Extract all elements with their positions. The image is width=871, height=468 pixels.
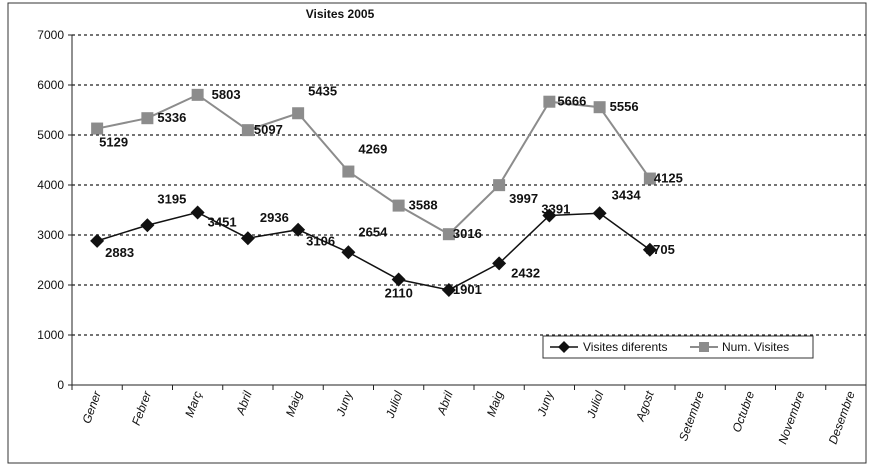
data-point bbox=[90, 233, 105, 248]
data-labels: 2883 3195 3451 2936 3106 2654 2110 1901 2432 3391… bbox=[99, 83, 683, 300]
data-label: 3434 bbox=[612, 187, 642, 202]
legend-label: Num. Visites bbox=[722, 340, 789, 354]
data-label: 2654 bbox=[358, 224, 388, 239]
data-label: 5666 bbox=[557, 94, 586, 109]
data-label: 2432 bbox=[511, 265, 540, 280]
data-label: 2705 bbox=[646, 242, 675, 257]
data-label: 3195 bbox=[157, 191, 186, 206]
y-tick-labels: 0 1000 2000 3000 4000 5000 6000 7000 bbox=[37, 28, 64, 392]
legend: Visites diferents Num. Visites bbox=[542, 335, 814, 359]
data-point bbox=[592, 206, 607, 221]
y-tick-label: 6000 bbox=[37, 78, 64, 92]
data-label: 2110 bbox=[385, 286, 413, 301]
data-point bbox=[342, 165, 355, 178]
data-label: 3106 bbox=[306, 234, 335, 249]
data-point bbox=[191, 88, 204, 101]
data-point bbox=[91, 122, 104, 135]
data-label: 5336 bbox=[157, 110, 186, 125]
data-point bbox=[392, 199, 405, 212]
y-tick-label: 5000 bbox=[37, 128, 64, 142]
data-label: 5556 bbox=[610, 99, 639, 114]
series bbox=[90, 88, 657, 297]
data-point bbox=[391, 272, 406, 287]
data-label: 2883 bbox=[105, 245, 134, 260]
data-label: 5097 bbox=[254, 122, 283, 137]
data-label: 4125 bbox=[654, 171, 683, 186]
legend-label: Visites diferents bbox=[583, 340, 668, 354]
legend-marker bbox=[699, 342, 709, 352]
y-tick-label: 7000 bbox=[37, 28, 64, 42]
data-point bbox=[543, 95, 556, 108]
data-point bbox=[292, 107, 305, 120]
chart-title: Visites 2005 bbox=[306, 7, 375, 21]
data-label: 5435 bbox=[308, 83, 337, 98]
data-point bbox=[643, 172, 656, 185]
data-label: 5803 bbox=[212, 87, 241, 102]
y-tick-label: 4000 bbox=[37, 178, 64, 192]
data-point bbox=[593, 101, 606, 114]
data-point bbox=[141, 112, 154, 125]
chart-border bbox=[7, 2, 867, 464]
y-tick-label: 0 bbox=[57, 378, 64, 392]
data-label: 4269 bbox=[358, 142, 387, 157]
data-label: 3588 bbox=[409, 198, 438, 213]
y-tick-label: 3000 bbox=[37, 228, 64, 242]
data-point bbox=[493, 179, 506, 192]
series-line bbox=[96, 93, 651, 236]
legend-marker bbox=[558, 341, 570, 353]
data-point bbox=[190, 205, 205, 220]
data-point bbox=[140, 218, 155, 233]
data-point bbox=[492, 256, 507, 271]
data-label: 2936 bbox=[260, 210, 289, 225]
y-tick-label: 1000 bbox=[37, 328, 64, 342]
y-tick-label: 2000 bbox=[37, 278, 64, 292]
data-label: 3451 bbox=[208, 214, 237, 229]
data-point bbox=[542, 208, 557, 223]
data-point bbox=[341, 245, 356, 260]
series-line bbox=[96, 211, 651, 291]
data-point bbox=[240, 231, 255, 246]
data-label: 1901 bbox=[453, 282, 482, 297]
gridlines bbox=[72, 34, 866, 336]
axes bbox=[68, 34, 866, 390]
data-label: 5129 bbox=[99, 135, 128, 150]
data-point bbox=[442, 228, 455, 241]
data-label: 3391 bbox=[541, 201, 570, 216]
data-point bbox=[241, 124, 254, 137]
data-point bbox=[642, 242, 657, 257]
legend-box bbox=[542, 335, 814, 359]
data-label: 3016 bbox=[453, 226, 482, 241]
data-point bbox=[291, 222, 306, 237]
data-label: 3997 bbox=[509, 191, 538, 206]
data-point bbox=[441, 282, 456, 297]
